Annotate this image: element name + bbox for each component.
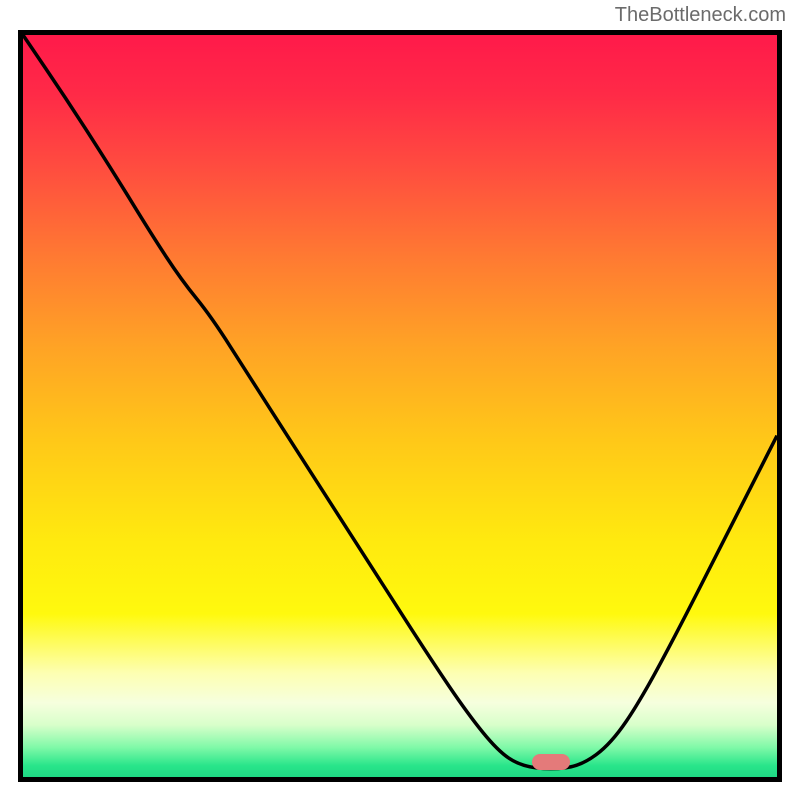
optimal-marker — [532, 754, 570, 770]
watermark-text: TheBottleneck.com — [615, 4, 786, 27]
bottleneck-curve — [23, 35, 777, 777]
chart-container — [18, 30, 782, 782]
